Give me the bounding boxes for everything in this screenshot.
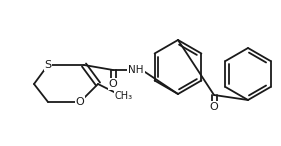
Text: O: O: [109, 79, 117, 89]
Text: NH: NH: [128, 65, 144, 75]
Text: O: O: [210, 102, 218, 112]
Text: O: O: [76, 97, 84, 107]
Text: S: S: [44, 60, 51, 70]
Text: CH₃: CH₃: [115, 91, 133, 101]
